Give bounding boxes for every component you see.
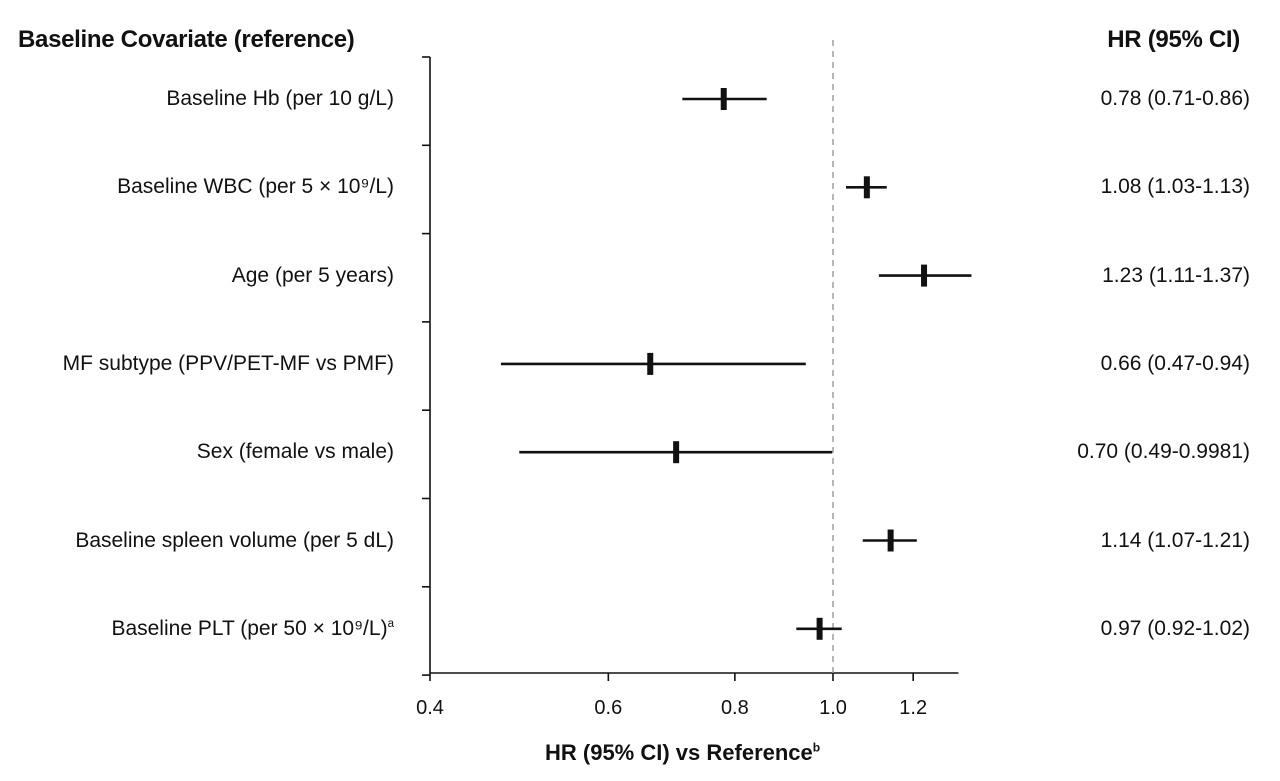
point-estimate — [863, 176, 870, 199]
hr-value: 1.14 (1.07-1.21) — [1100, 528, 1250, 552]
covariate-label: MF subtype (PPV/PET-MF vs PMF) — [63, 352, 394, 376]
covariate-footnote: a — [387, 617, 394, 630]
x-axis-label-footnote: b — [812, 740, 821, 755]
x-axis-label: HR (95% CI) vs Referenceb — [545, 740, 820, 766]
hr-value: 0.70 (0.49-0.9981) — [1077, 440, 1250, 464]
point-estimate — [816, 617, 823, 640]
point-estimate — [647, 352, 654, 375]
hr-column-header: HR (95% CI) — [1107, 26, 1240, 53]
x-tick-label: 1.0 — [819, 697, 847, 719]
covariate-label-text: Baseline PLT (per 50 × 10⁹/L) — [111, 616, 388, 640]
hr-value: 1.08 (1.03-1.13) — [1100, 175, 1250, 199]
x-axis-label-text: HR (95% CI) vs Reference — [545, 740, 813, 765]
hr-value: 0.66 (0.47-0.94) — [1100, 351, 1250, 375]
covariate-column-header: Baseline Covariate (reference) — [18, 26, 355, 53]
covariate-label-text: Baseline spleen volume (per 5 dL) — [75, 528, 394, 552]
covariate-label-text: Baseline Hb (per 10 g/L) — [166, 87, 394, 110]
covariate-label: Baseline PLT (per 50 × 10⁹/L)a — [111, 617, 394, 641]
covariate-label: Baseline Hb (per 10 g/L) — [166, 87, 394, 111]
covariate-label: Age (per 5 years) — [232, 264, 394, 288]
point-estimate — [921, 264, 928, 287]
hr-value: 1.23 (1.11-1.37) — [1102, 263, 1250, 287]
hr-value: 0.78 (0.71-0.86) — [1100, 87, 1250, 110]
x-tick-label: 1.2 — [899, 697, 928, 719]
covariate-label: Baseline WBC (per 5 × 10⁹/L) — [117, 175, 394, 199]
hr-value: 0.97 (0.92-1.02) — [1100, 616, 1250, 640]
covariate-label-text: MF subtype (PPV/PET-MF vs PMF) — [62, 351, 394, 375]
x-tick-label: 0.8 — [720, 697, 749, 719]
x-tick-label: 0.4 — [416, 697, 444, 719]
covariate-label-text: Age (per 5 years) — [231, 263, 394, 287]
point-estimate — [720, 88, 727, 110]
covariate-label-text: Sex (female vs male) — [196, 440, 394, 464]
covariate-label: Baseline spleen volume (per 5 dL) — [75, 529, 394, 553]
covariate-label-text: Baseline WBC (per 5 × 10⁹/L) — [117, 175, 394, 199]
point-estimate — [673, 441, 680, 464]
x-tick-label: 0.6 — [594, 697, 623, 719]
covariate-label: Sex (female vs male) — [197, 440, 394, 464]
point-estimate — [887, 529, 894, 552]
